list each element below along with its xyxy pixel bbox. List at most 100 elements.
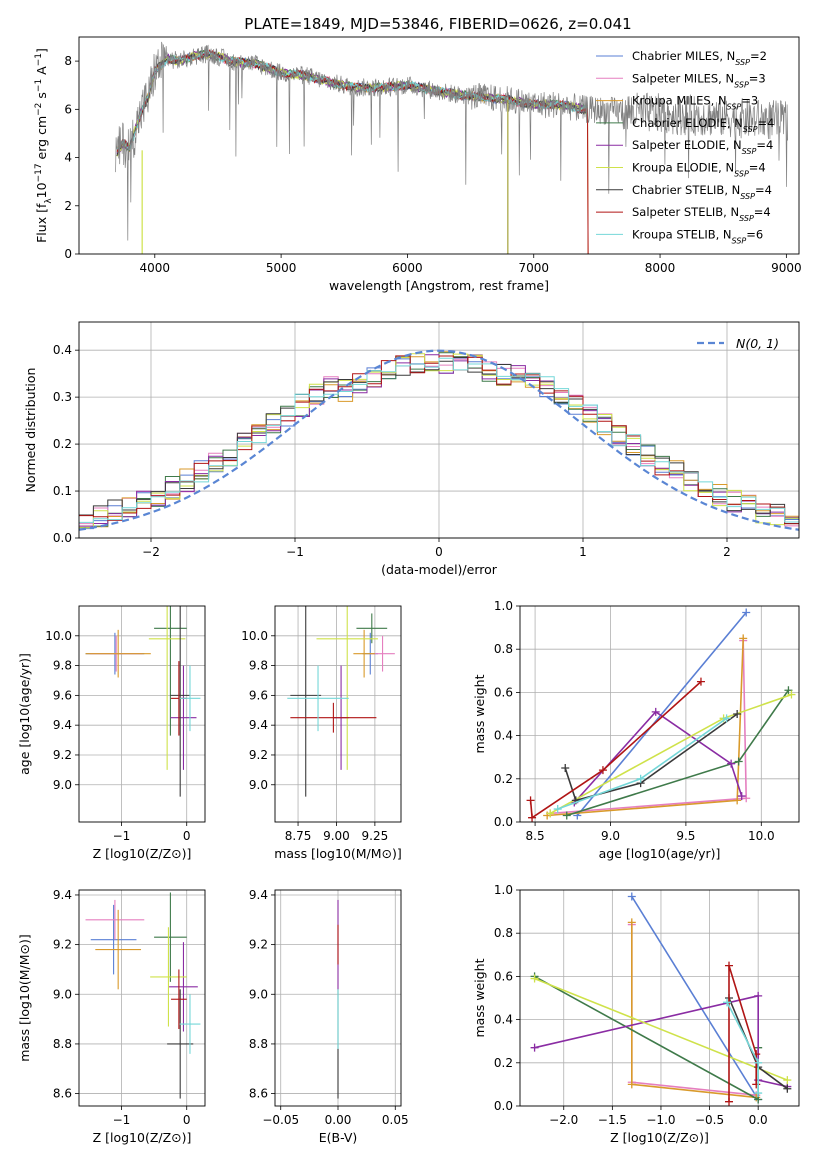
x-tick-label: −1.5 <box>598 1113 627 1127</box>
y-tick-label: 0.6 <box>494 969 513 983</box>
x-tick-label: 1 <box>579 545 587 559</box>
y-tick-label: 9.2 <box>53 748 72 762</box>
y-tick-label: 4 <box>64 151 72 165</box>
weight-marker-krou_miles <box>627 1080 636 1089</box>
legend-label-chab_elodie: Chabrier ELODIE, NSSP=4 <box>632 116 774 133</box>
x-tick-label: 9000 <box>771 261 802 275</box>
y-axis-label: age [log10(age/yr)] <box>17 653 32 775</box>
y-tick-label: 8.8 <box>249 1037 268 1051</box>
weight-marker-salp_stelib <box>752 1080 761 1089</box>
x-tick-label: 10.0 <box>748 829 775 843</box>
axes-mass_vs_ebv: −0.05 0.00 0.05 8.6 8.8 9.0 9.2 9.4 E(B-V) <box>249 888 409 1145</box>
axes-frame <box>519 889 800 1107</box>
x-tick-label: 9.00 <box>323 829 350 843</box>
axes-age_vs_Z: −1 0 9.0 9.2 9.4 9.6 9.8 10.0 Z [log10(Z/Z⊙)] age… <box>17 605 206 861</box>
y-axis-label: mass weight <box>472 958 487 1037</box>
legend-label-gauss: N(0, 1) <box>736 336 779 351</box>
weight-marker-krou_elodie <box>546 809 555 818</box>
x-tick-label: −1 <box>113 1113 131 1127</box>
weight-marker-krou_stelib <box>754 1058 763 1067</box>
axes-frame <box>78 321 800 539</box>
weight-line-krou_elodie <box>534 977 788 1081</box>
y-tick-label: 8.8 <box>53 1037 72 1051</box>
weight-marker-chab_miles <box>627 892 636 901</box>
y-tick-label: 1.0 <box>494 599 513 613</box>
model-line-salp_stelib <box>116 49 589 254</box>
y-tick-label: 9.0 <box>53 778 72 792</box>
weight-line-krou_elodie <box>549 693 792 815</box>
y-tick-label: 8.6 <box>53 1087 72 1101</box>
histogram-krou_stelib <box>79 357 799 523</box>
y-axis-label: Normed distribution <box>23 368 38 493</box>
y-tick-label: 0.0 <box>494 815 513 829</box>
plot-area-mass_vs_Z <box>85 892 201 1099</box>
axes-frame <box>78 889 206 1107</box>
weight-line-salp_elodie <box>534 994 788 1088</box>
legend-label-chab_miles: Chabrier MILES, NSSP=2 <box>632 49 767 67</box>
axes-residuals: −2 −1 0 1 2 0.0 0.1 0.2 0.3 0.4 (data-model)/error… <box>23 321 800 577</box>
plot-area-residuals <box>79 349 799 531</box>
legend-label-krou_elodie: Kroupa ELODIE, NSSP=4 <box>632 161 766 179</box>
weight-marker-salp_stelib <box>598 766 607 775</box>
y-tick-label: 1.0 <box>494 883 513 897</box>
weight-line-chab_miles <box>576 611 747 817</box>
y-tick-label: 9.0 <box>249 987 268 1001</box>
x-tick-label: 0.00 <box>325 1113 352 1127</box>
weight-marker-salp_elodie <box>754 991 763 1000</box>
plot-area-mass_weight_vs_Z <box>530 892 792 1106</box>
plot-area-spectrum <box>115 41 788 254</box>
axes-mass_weight_vs_age: 8.5 9.0 9.5 10.0 0.0 0.2 0.4 0.6 0.8 1.0 age [log1… <box>472 599 800 861</box>
weight-marker-chab_stelib <box>733 710 742 718</box>
y-tick-label: 0.4 <box>53 343 72 357</box>
x-tick-label: −0.5 <box>695 1113 724 1127</box>
weight-marker-krou_miles <box>627 918 636 927</box>
legend-label-krou_stelib: Kroupa STELIB, NSSP=6 <box>632 227 763 245</box>
axes-frame <box>519 605 800 823</box>
axes-frame <box>78 36 800 255</box>
y-tick-label: 9.4 <box>249 888 268 902</box>
weight-line-salp_elodie <box>573 710 743 804</box>
weight-marker-krou_elodie <box>787 690 796 699</box>
y-tick-label: 9.6 <box>53 688 72 702</box>
y-tick-label: 2 <box>64 199 72 213</box>
y-tick-label: 6 <box>64 102 72 116</box>
x-axis-label: Z [log10(Z/Z⊙)] <box>93 1130 192 1145</box>
plot-area-age_vs_Z <box>85 606 201 797</box>
weight-line-salp_stelib <box>529 681 702 820</box>
y-tick-label: 0.8 <box>494 642 513 656</box>
weight-line-chab_miles <box>631 896 759 1100</box>
axes-frame <box>78 605 206 823</box>
x-tick-label: 0.05 <box>382 1113 409 1127</box>
weight-marker-krou_elodie <box>783 1076 792 1085</box>
weight-marker-salp_stelib <box>725 1097 734 1106</box>
axes-mass_weight_vs_Z: −2.0 −1.5 −1.0 −0.5 0.0 0.0 0.2 0.4 0.6 0.8 1.0 Z [… <box>472 883 800 1145</box>
y-tick-label: 9.8 <box>249 659 268 673</box>
y-tick-label: 9.6 <box>249 688 268 702</box>
y-tick-label: 9.4 <box>53 718 72 732</box>
x-tick-label: 9.25 <box>362 829 389 843</box>
x-axis-label: Z [log10(Z/Z⊙)] <box>93 846 192 861</box>
x-tick-label: 0 <box>183 1113 191 1127</box>
weight-marker-salp_elodie <box>737 792 746 801</box>
model-line-krou_miles <box>116 49 589 254</box>
weight-line-salp_stelib <box>728 965 757 1102</box>
x-tick-label: 6000 <box>392 261 423 275</box>
weight-marker-krou_stelib <box>636 774 645 783</box>
y-axis-label: Flux [fλ10−17 erg cm−2 s−1 A−1] <box>34 48 54 243</box>
legend-label-salp_elodie: Salpeter ELODIE, NSSP=4 <box>632 138 773 156</box>
weight-marker-salp_elodie <box>530 1043 539 1052</box>
weight-line-salp_miles <box>550 640 748 815</box>
figure-title: PLATE=1849, MJD=53846, FIBERID=0626, z=0… <box>244 15 631 33</box>
axes-age_vs_mass: 8.75 9.00 9.25 9.0 9.2 9.4 9.6 9.8 10.0 mass [log… <box>241 605 402 861</box>
histogram-krou_elodie <box>79 353 799 529</box>
weight-marker-salp_stelib <box>528 813 537 822</box>
y-tick-label: 8 <box>64 54 72 68</box>
weight-marker-salp_stelib <box>725 961 734 970</box>
axes-frame <box>274 889 402 1107</box>
y-tick-label: 0.4 <box>494 729 513 743</box>
x-tick-label: 0.0 <box>749 1113 768 1127</box>
weight-marker-chab_stelib <box>561 764 570 772</box>
y-tick-label: 0.3 <box>53 390 72 404</box>
legend-label-chab_stelib: Chabrier STELIB, NSSP=4 <box>632 183 772 201</box>
plot-area-age_vs_mass <box>287 606 395 797</box>
